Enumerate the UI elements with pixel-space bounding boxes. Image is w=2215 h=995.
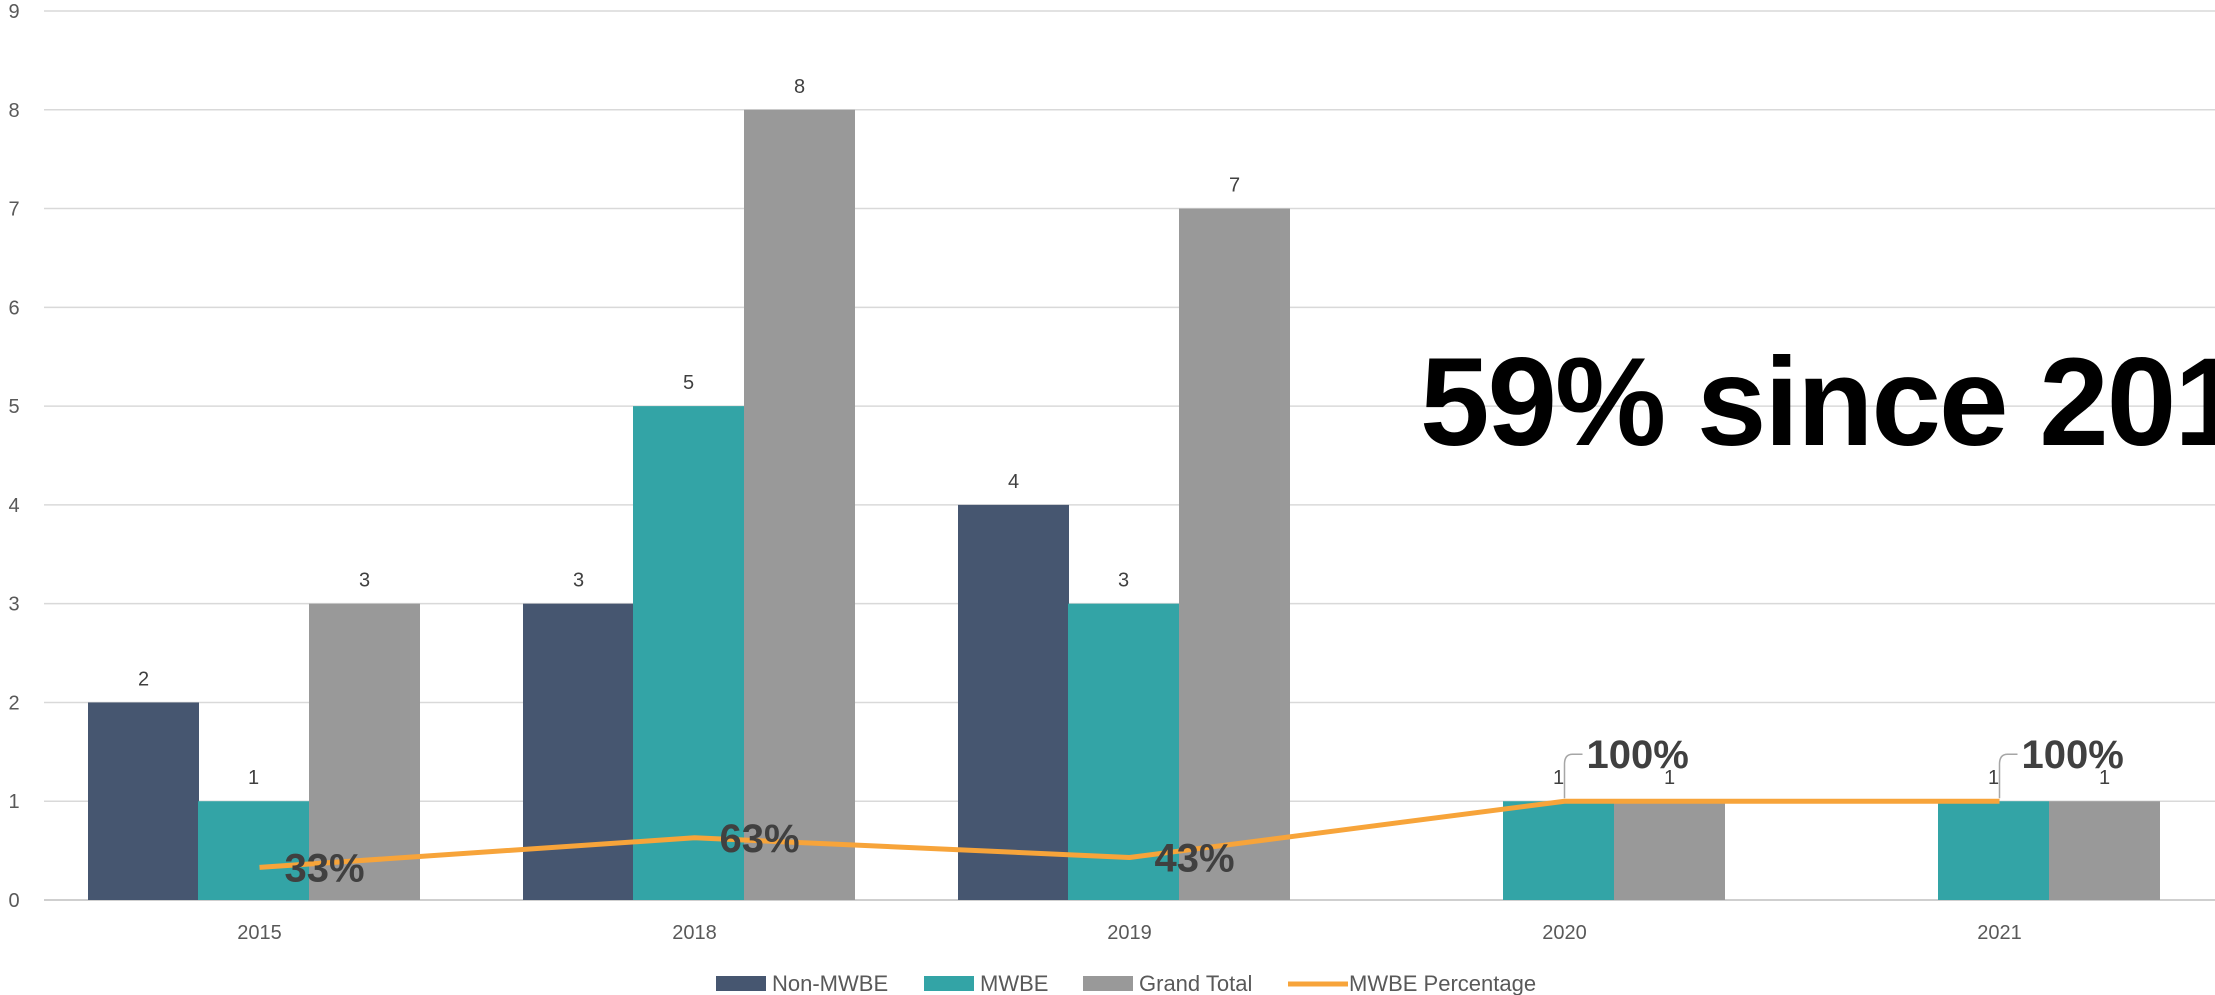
- bar-mwbe: [198, 801, 309, 900]
- legend-swatch: [924, 976, 974, 991]
- bar-value-label: 1: [248, 767, 259, 789]
- y-tick-label: 1: [8, 791, 19, 813]
- percentage-label: 100%: [1587, 733, 1689, 777]
- legend-label: Grand Total: [1139, 971, 1252, 995]
- percentage-line: [259, 798, 2000, 870]
- bar-value-label: 3: [359, 570, 370, 592]
- bar-mwbe: [1938, 801, 2049, 900]
- percentage-label: 63%: [719, 817, 799, 861]
- bar-value-label: 7: [1229, 175, 1240, 197]
- bar-grand-total: [309, 603, 420, 900]
- bar-grand-total: [744, 109, 855, 901]
- percentage-label: 100%: [2022, 733, 2124, 777]
- legend-label: Non-MWBE: [772, 971, 888, 995]
- x-tick-label: 2018: [672, 922, 717, 944]
- y-tick-label: 4: [8, 495, 19, 517]
- y-axis: 0 1 2 3 4 5 6 7 8 9: [8, 1, 19, 912]
- y-tick-label: 5: [8, 396, 19, 418]
- x-tick-label: 2020: [1542, 922, 1587, 944]
- bar-value-label: 1: [1988, 767, 1999, 789]
- bar-grand-total: [1179, 208, 1290, 901]
- bar-value-label: 4: [1008, 471, 1019, 493]
- bar-non-mwbe: [523, 603, 634, 900]
- bar-value-label: 5: [683, 372, 694, 394]
- headline-annotation: 59% since 201: [1420, 333, 2215, 472]
- bar-value-label: 2: [138, 668, 149, 690]
- line-mwbe-percentage: [259, 798, 2000, 870]
- legend-item: Non-MWBE: [716, 971, 888, 995]
- bar-non-mwbe: [88, 702, 199, 900]
- y-tick-label: 9: [8, 1, 19, 23]
- x-tick-label: 2021: [1977, 922, 2022, 944]
- bar-data-labels: 2 3 4 1 5 3 1 1 3 8 7 1 1: [138, 76, 2110, 789]
- bar-grand-total: [1614, 801, 1725, 900]
- bar-mwbe: [633, 406, 744, 900]
- bar-value-label: 3: [573, 570, 584, 592]
- legend-item: Grand Total: [1083, 971, 1252, 995]
- bar-value-label: 1: [1553, 767, 1564, 789]
- bar-mwbe: [1068, 603, 1179, 900]
- legend-label: MWBE: [980, 971, 1048, 995]
- bar-non-mwbe: [958, 504, 1069, 900]
- leader-line: [1998, 753, 2018, 799]
- legend-swatch: [1083, 976, 1133, 991]
- percentage-label: 33%: [284, 846, 364, 890]
- bar-value-label: 1: [2099, 767, 2110, 789]
- x-tick-label: 2019: [1107, 922, 1152, 944]
- legend-swatch: [716, 976, 766, 991]
- bar-value-label: 3: [1118, 570, 1129, 592]
- bar-value-label: 1: [1664, 767, 1675, 789]
- y-tick-label: 0: [8, 890, 19, 912]
- x-tick-label: 2015: [237, 922, 282, 944]
- y-tick-label: 3: [8, 594, 19, 616]
- legend-item: MWBE Percentage: [1288, 971, 1536, 995]
- x-axis: 2015 2018 2019 2020 2021: [237, 922, 2022, 944]
- y-tick-label: 8: [8, 100, 19, 122]
- leader-line: [1563, 753, 1583, 799]
- y-tick-label: 2: [8, 692, 19, 714]
- percentage-labels: 33% 63% 43% 100% 100%: [284, 733, 2123, 890]
- legend-item: MWBE: [924, 971, 1048, 995]
- y-tick-label: 6: [8, 297, 19, 319]
- bar-mwbe: [1503, 801, 1614, 900]
- percentage-label: 43%: [1154, 837, 1234, 881]
- y-tick-label: 7: [8, 199, 19, 221]
- bar-value-label: 8: [794, 76, 805, 98]
- legend: Non-MWBE MWBE Grand Total MWBE Percentage: [716, 971, 1536, 995]
- legend-label: MWBE Percentage: [1349, 971, 1536, 995]
- bar-grand-total: [2049, 801, 2160, 900]
